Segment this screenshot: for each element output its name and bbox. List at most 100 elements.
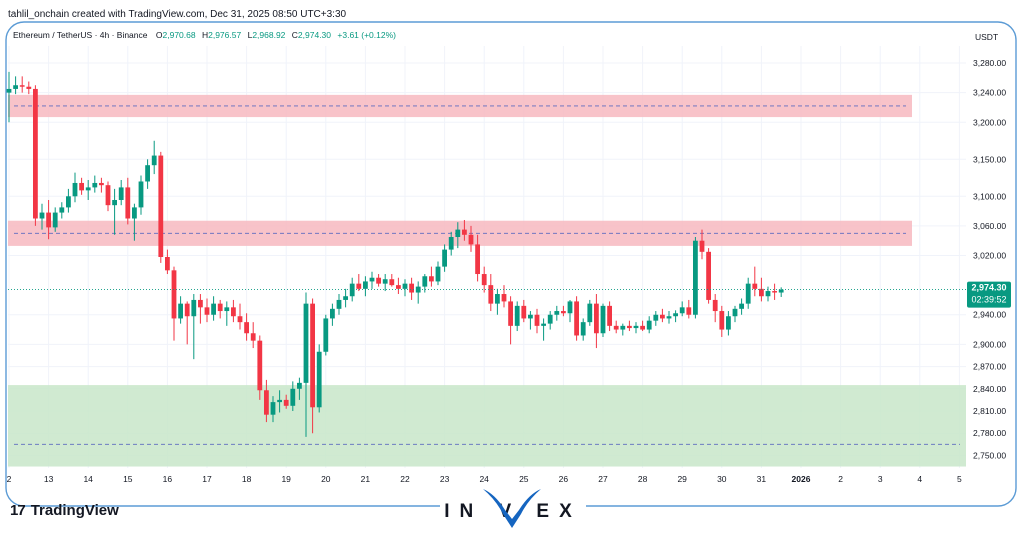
candle-body: [33, 88, 38, 219]
change-value: +3.61 (+0.12%): [337, 30, 396, 40]
candle-body: [99, 182, 104, 186]
candle-body: [501, 294, 507, 302]
candle-body: [343, 296, 348, 300]
candle-body: [297, 382, 302, 389]
time-tick-label: 2026: [792, 474, 811, 484]
time-tick-label: 18: [242, 474, 252, 484]
candle-body: [455, 229, 461, 238]
candle-body: [587, 303, 593, 323]
price-tick-label: 3,100.00: [973, 191, 1006, 201]
tradingview-logo[interactable]: 17 TradingView: [10, 502, 119, 519]
candle-body: [310, 303, 315, 408]
candle-body: [6, 88, 12, 93]
candle-body: [719, 311, 725, 330]
candle-body: [19, 85, 25, 87]
price-tick-label: 2,780.00: [973, 428, 1006, 438]
time-tick-label: 21: [361, 474, 371, 484]
candle-body: [613, 325, 619, 330]
candle-body: [277, 399, 282, 403]
candle-body: [184, 303, 190, 317]
candle-body: [745, 283, 751, 304]
candle-body: [554, 311, 560, 315]
brand-text: IN V EX: [444, 501, 582, 522]
price-tick-label: 3,240.00: [973, 88, 1006, 98]
candle-body: [118, 187, 124, 200]
candle-body: [151, 155, 157, 166]
candle-body: [237, 316, 243, 323]
time-tick-label: 20: [321, 474, 331, 484]
time-tick-label: 29: [677, 474, 687, 484]
candle-body: [534, 314, 540, 326]
candle-body: [600, 305, 606, 334]
candle-body: [488, 285, 494, 304]
price-tick-label: 3,060.00: [973, 221, 1006, 231]
candle-body: [422, 276, 428, 287]
time-tick-label: 3: [878, 474, 883, 484]
candle-body: [171, 270, 177, 319]
candle-body: [191, 299, 197, 317]
time-tick-label: 2: [838, 474, 843, 484]
time-tick-label: 28: [638, 474, 648, 484]
candle-body: [574, 301, 579, 336]
candle-body: [481, 274, 487, 286]
candle-body: [541, 323, 546, 326]
candle-body: [250, 333, 256, 341]
candle-body: [627, 325, 632, 329]
price-tick-label: 2,900.00: [973, 339, 1006, 349]
candle-body: [211, 303, 216, 315]
candle-body: [640, 325, 645, 330]
candle-body: [26, 86, 32, 89]
candle-body: [59, 207, 65, 213]
candle-body: [495, 294, 500, 304]
time-tick-label: 15: [123, 474, 133, 484]
candle-body: [79, 182, 84, 191]
candle-body: [409, 283, 414, 293]
candle-body: [224, 307, 230, 312]
price-axis[interactable]: 3,280.00 3,240.00 3,200.00 3,150.00 3,100.00…: [973, 58, 1006, 460]
candle-body: [726, 316, 731, 330]
candle-body: [290, 388, 296, 406]
candle-body: [270, 402, 276, 415]
candle-body: [752, 283, 758, 289]
candle-body: [607, 305, 612, 326]
price-tick-label: 3,200.00: [973, 117, 1006, 127]
candle-body: [125, 187, 131, 219]
candle-body: [620, 325, 626, 330]
candle-body: [396, 285, 401, 289]
candle-body: [231, 307, 236, 317]
attribution-text: tahlil_onchain created with TradingView.…: [8, 9, 347, 20]
last-price-countdown: 02:39:52: [971, 295, 1006, 305]
candle-body: [759, 288, 764, 297]
high-value: 2,976.57: [208, 30, 241, 40]
candle-body: [13, 85, 18, 89]
open-value: 2,970.68: [163, 30, 196, 40]
candle-body: [92, 182, 98, 188]
candle-body: [772, 291, 777, 293]
brand-v-icon: [483, 489, 541, 528]
last-price-value: 2,974.30: [971, 283, 1006, 293]
candle-body: [508, 301, 513, 326]
time-tick-label: 22: [400, 474, 410, 484]
time-tick-label: 25: [519, 474, 529, 484]
low-value: 2,968.92: [252, 30, 285, 40]
currency-label: USDT: [975, 32, 998, 42]
time-tick-label: 2: [7, 474, 12, 484]
candle-body: [369, 277, 375, 282]
resistance-top-zone: [8, 94, 912, 118]
candle-body: [402, 283, 408, 289]
candle-body: [732, 308, 738, 317]
candle-body: [105, 185, 111, 206]
time-tick-label: 19: [281, 474, 291, 484]
candle-body: [686, 307, 692, 315]
candle-body: [52, 212, 58, 228]
candle-body: [561, 311, 566, 314]
candle-body: [646, 320, 652, 330]
candle-body: [653, 314, 659, 321]
candle-body: [468, 234, 474, 245]
time-axis[interactable]: 2 13 14 15 16 17 18 19 20 21 22 23 24 25 26 27 28 29 30 31 2…: [7, 474, 962, 484]
time-tick-label: 23: [440, 474, 450, 484]
candle-body: [462, 229, 467, 235]
candle-body: [521, 305, 527, 319]
